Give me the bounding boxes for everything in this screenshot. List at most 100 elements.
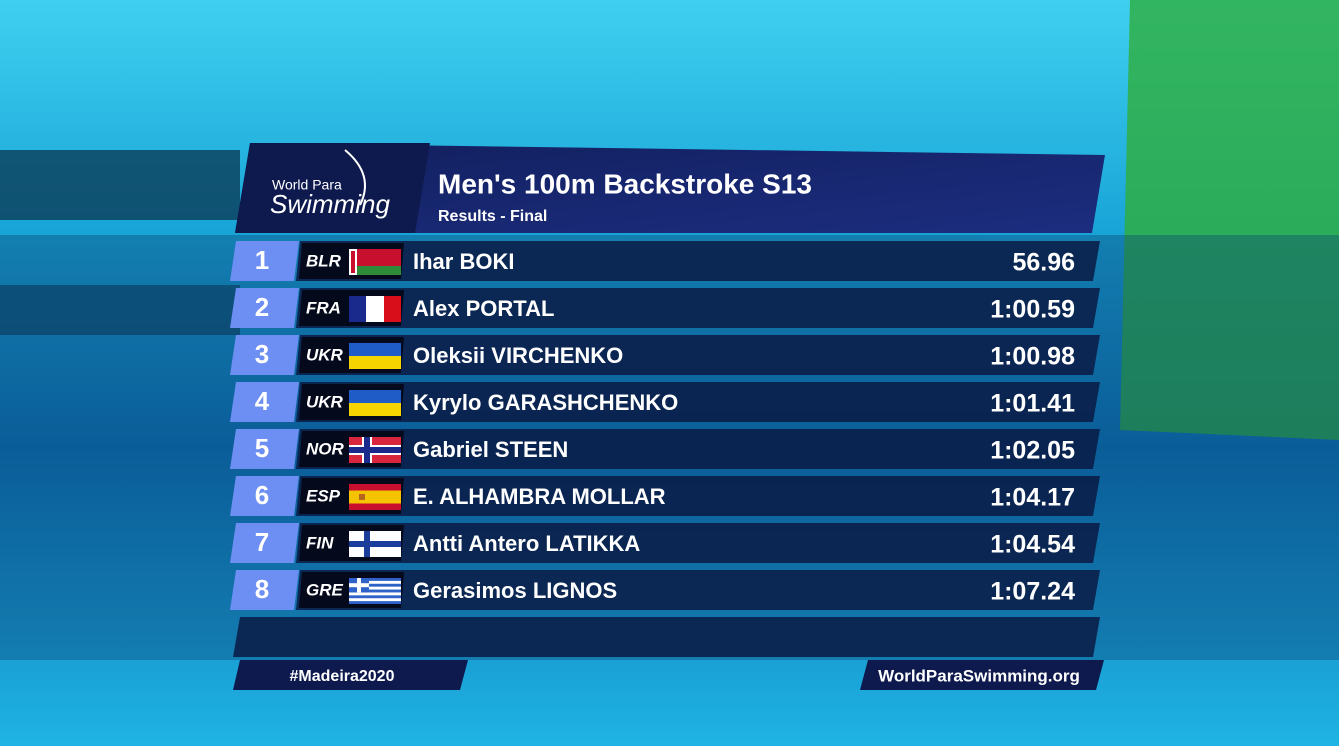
header-panel [235,143,1105,233]
row-bar [296,335,1100,375]
athlete-name: Antti Antero LATIKKA [413,531,640,556]
result-row: 7 FIN Antti Antero LATIKKA 1:04.54 [230,523,1100,563]
logo-text: World Para [272,177,342,193]
website-box [860,660,1104,690]
rank-box [230,335,299,375]
athlete-name: Gerasimos LIGNOS [413,578,617,603]
result-row: 2 FRA Alex PORTAL 1:00.59 [230,288,1100,328]
time: 1:04.17 [990,484,1075,512]
flag-part [351,251,355,273]
flag [349,437,401,463]
rank: 3 [255,339,269,369]
title: Men's 100m Backstroke S13 [438,168,812,199]
row-bar [296,429,1100,469]
rank: 2 [255,292,269,322]
flag [349,390,401,416]
rank: 7 [255,527,269,557]
flag [349,531,401,557]
result-row: 1 BLR Ihar BOKI 56.96 [230,241,1100,281]
time: 1:01.41 [990,390,1075,418]
athlete-name: E. ALHAMBRA MOLLAR [413,484,666,509]
athlete-name: Kyrylo GARASHCHENKO [413,390,678,415]
rank: 8 [255,574,269,604]
row-bar [296,570,1100,610]
logo-text: Swimming [270,189,390,219]
flag-part [349,592,401,596]
time: 1:00.98 [990,343,1075,371]
flag-part [349,586,401,590]
country-code: BLR [306,251,342,270]
rank-box [230,429,299,469]
rank: 1 [255,245,269,275]
result-row: 6 ESP E. ALHAMBRA MOLLAR 1:04.17 [230,476,1100,516]
athlete-name: Alex PORTAL [413,296,554,321]
time: 1:07.24 [990,578,1075,606]
lane-rope [0,150,240,220]
flag-part [349,249,401,266]
country-code: GRE [306,580,344,599]
rank-box [230,570,299,610]
flag-part [349,390,401,403]
rank-box [230,523,299,563]
flag-part [366,296,384,322]
logo-swoosh [344,149,366,206]
athlete-name: Oleksii VIRCHENKO [413,343,623,368]
flag-part [349,343,401,356]
country-code: UKR [306,392,344,411]
rank: 4 [255,386,270,416]
flag-part [384,296,401,322]
result-row: 8 GRE Gerasimos LIGNOS 1:07.24 [230,570,1100,610]
flag-part [349,490,401,504]
lane-rope [0,285,240,335]
row-bar [296,288,1100,328]
result-row: 4 UKR Kyrylo GARASHCHENKO 1:01.41 [230,382,1100,422]
flag-part [349,541,401,547]
flag [349,484,401,510]
country-code: ESP [306,486,341,505]
time: 1:00.59 [990,296,1075,324]
rank-box [230,476,299,516]
rank-box [230,288,299,328]
country-code: NOR [306,439,345,458]
flag-part [359,494,365,500]
flag [349,249,401,275]
result-row: 5 NOR Gabriel STEEN 1:02.05 [230,429,1100,469]
subtitle: Results - Final [438,208,547,225]
results: 1 BLR Ihar BOKI 56.96 2 FRA Alex PORTAL 1:00.59… [230,241,1100,610]
logo-panel [235,143,430,233]
flag [349,296,401,322]
rank: 6 [255,480,269,510]
row-bar [296,382,1100,422]
empty-bar [233,617,1100,657]
country-code: FIN [306,533,334,552]
flag-part [349,266,401,275]
flag [349,578,401,604]
rank-box [230,241,299,281]
flag-part [349,356,401,369]
country-code: UKR [306,345,344,364]
flag-part [349,447,401,453]
flag [349,343,401,369]
athlete-name: Gabriel STEEN [413,437,568,462]
flag-part [349,580,401,584]
country-code: FRA [306,298,341,317]
rank: 5 [255,433,269,463]
pool-wall [1120,0,1339,440]
flag-part [349,296,366,322]
hashtag: #Madeira2020 [290,668,395,685]
flag-part [349,403,401,416]
row-bar [296,241,1100,281]
flag-part [349,598,401,602]
rank-box [230,382,299,422]
row-bar [296,523,1100,563]
time: 1:04.54 [990,531,1075,559]
flag-part [349,583,369,588]
website: WorldParaSwimming.org [878,666,1080,685]
time: 1:02.05 [990,437,1075,465]
hashtag-box [233,660,468,690]
athlete-name: Ihar BOKI [413,249,514,274]
time: 56.96 [1012,249,1075,277]
result-row: 3 UKR Oleksii VIRCHENKO 1:00.98 [230,335,1100,375]
